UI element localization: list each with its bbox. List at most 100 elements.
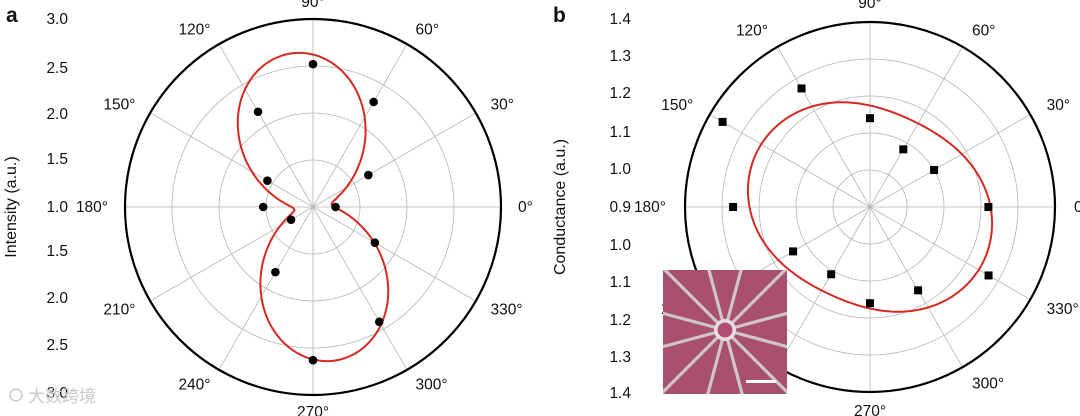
angle-label: 90°	[858, 0, 881, 12]
data-point	[984, 271, 993, 280]
data-point	[789, 247, 798, 256]
grid-spoke	[709, 114, 871, 208]
data-point	[914, 286, 923, 295]
data-point	[369, 97, 378, 107]
panel-a-radial-ticks-lower: 1.5 2.0 2.5 3.0	[46, 243, 68, 402]
grid-spoke	[218, 43, 314, 208]
inset-electrode	[663, 270, 727, 332]
angle-label: 120°	[736, 22, 768, 39]
panel-b-label: b	[553, 4, 566, 27]
angle-label: 300°	[972, 376, 1004, 393]
data-point	[263, 176, 272, 185]
panel-a-y-axis-label: Intensity (a.u.)	[3, 156, 20, 257]
angle-label: 330°	[1047, 301, 1079, 318]
inset-electrode	[663, 311, 727, 332]
panel-b: b 1.4 1.3 1.2 1.1 1.0 0.9 1.0 1.1 1.2 1.…	[552, 0, 1080, 416]
watermark: 大数跨境	[9, 387, 96, 406]
angle-label: 60°	[416, 21, 439, 38]
panel-a-rtick-lower: 2.0	[46, 290, 68, 307]
panel-a-data-points	[253, 59, 384, 365]
inset-electrode	[723, 328, 744, 394]
angle-label: 180°	[634, 199, 666, 216]
data-point	[370, 238, 380, 248]
panel-b-rtick-lower: 1.3	[609, 349, 631, 366]
panel-b-data-points	[718, 84, 993, 308]
angle-label: 180°	[76, 199, 108, 216]
grid-spoke	[312, 206, 477, 302]
outer-ring	[683, 20, 1057, 394]
angle-label: 150°	[661, 97, 693, 114]
data-point	[984, 203, 993, 211]
panel-a-label: a	[6, 4, 18, 27]
panel-a-rtick-lower: 1.5	[46, 243, 68, 260]
watermark-logo-icon	[9, 388, 23, 402]
grid-spoke	[149, 206, 314, 302]
panel-a-rtick-lower: 3.0	[46, 385, 68, 402]
data-point	[271, 267, 280, 277]
grid-spoke	[312, 43, 408, 208]
grid-spoke	[312, 112, 477, 208]
angle-label: 0°	[518, 199, 533, 216]
panel-a-grid	[123, 17, 503, 397]
panel-b-rtick-upper: 1.4	[609, 11, 631, 28]
panel-a-rtick-upper: 3.0	[46, 11, 68, 28]
angle-label: 30°	[1047, 97, 1070, 114]
inset-center-disk	[717, 322, 733, 338]
angle-label: 300°	[416, 377, 448, 394]
inset-electrode	[663, 328, 727, 394]
grid-spoke	[312, 206, 408, 371]
panel-b-rtick-upper: 1.2	[609, 85, 631, 102]
panel-b-rtick-lower: 1.1	[609, 274, 631, 291]
panel-a-rtick-upper: 2.5	[46, 60, 68, 77]
data-point	[374, 317, 384, 327]
panel-b-radial-ticks-upper: 1.4 1.3 1.2 1.1 1.0 0.9	[609, 11, 631, 216]
angle-label: 270°	[297, 404, 329, 416]
angle-label: 150°	[103, 97, 135, 114]
inset-electrode	[663, 328, 727, 349]
data-point	[899, 145, 908, 154]
data-point	[718, 117, 727, 126]
panel-b-radial-ticks-lower: 1.0 1.1 1.2 1.3 1.4	[609, 237, 631, 402]
grid-spoke	[777, 206, 871, 368]
panel-b-rtick-lower: 1.2	[609, 312, 631, 329]
panel-a-angle-labels: 0° 30° 60° 90° 120° 150° 180° 210° 240° 270° 300° 3…	[76, 0, 533, 416]
data-point	[331, 202, 340, 212]
angle-label: 30°	[491, 97, 514, 114]
inset-electrode	[707, 270, 727, 332]
data-point	[253, 107, 263, 117]
data-point	[930, 166, 939, 174]
panel-a-rtick-upper: 2.0	[46, 106, 68, 123]
inset-electrode	[706, 328, 727, 394]
grid-spoke	[869, 114, 1031, 208]
data-point	[286, 215, 296, 224]
inset-electrode	[723, 270, 787, 332]
inset-electrode	[723, 311, 787, 332]
inset-electrode	[723, 270, 743, 332]
angle-label: 90°	[301, 0, 324, 11]
panel-b-rtick-upper: 1.0	[609, 161, 631, 178]
device-micrograph-inset	[663, 270, 787, 394]
data-point	[729, 203, 738, 211]
panel-b-rtick-upper: 1.3	[609, 48, 631, 65]
inset-electrodes	[663, 270, 787, 394]
angle-label: 240°	[178, 377, 210, 394]
outer-ring	[123, 17, 503, 397]
panel-a-rtick-upper: 1.5	[46, 151, 68, 168]
grid-spoke	[869, 206, 1031, 300]
angle-label: 210°	[103, 302, 135, 319]
panel-a-rtick-lower: 2.5	[46, 337, 68, 354]
angle-label: 60°	[972, 22, 995, 39]
data-point	[866, 114, 874, 123]
grid-spoke	[777, 46, 871, 208]
data-point	[797, 84, 806, 93]
panel-b-rtick-lower: 1.0	[609, 237, 631, 254]
angle-label: 270°	[854, 403, 886, 416]
grid-spoke	[149, 112, 314, 208]
grid-spoke	[218, 206, 314, 371]
data-point	[364, 170, 373, 180]
panel-b-rtick-upper: 1.1	[609, 124, 631, 141]
data-point	[308, 355, 318, 365]
panel-b-rtick-lower: 1.4	[609, 385, 631, 402]
watermark-text: 大数跨境	[28, 387, 96, 406]
